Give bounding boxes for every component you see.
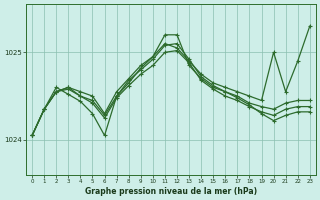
X-axis label: Graphe pression niveau de la mer (hPa): Graphe pression niveau de la mer (hPa) <box>85 187 257 196</box>
